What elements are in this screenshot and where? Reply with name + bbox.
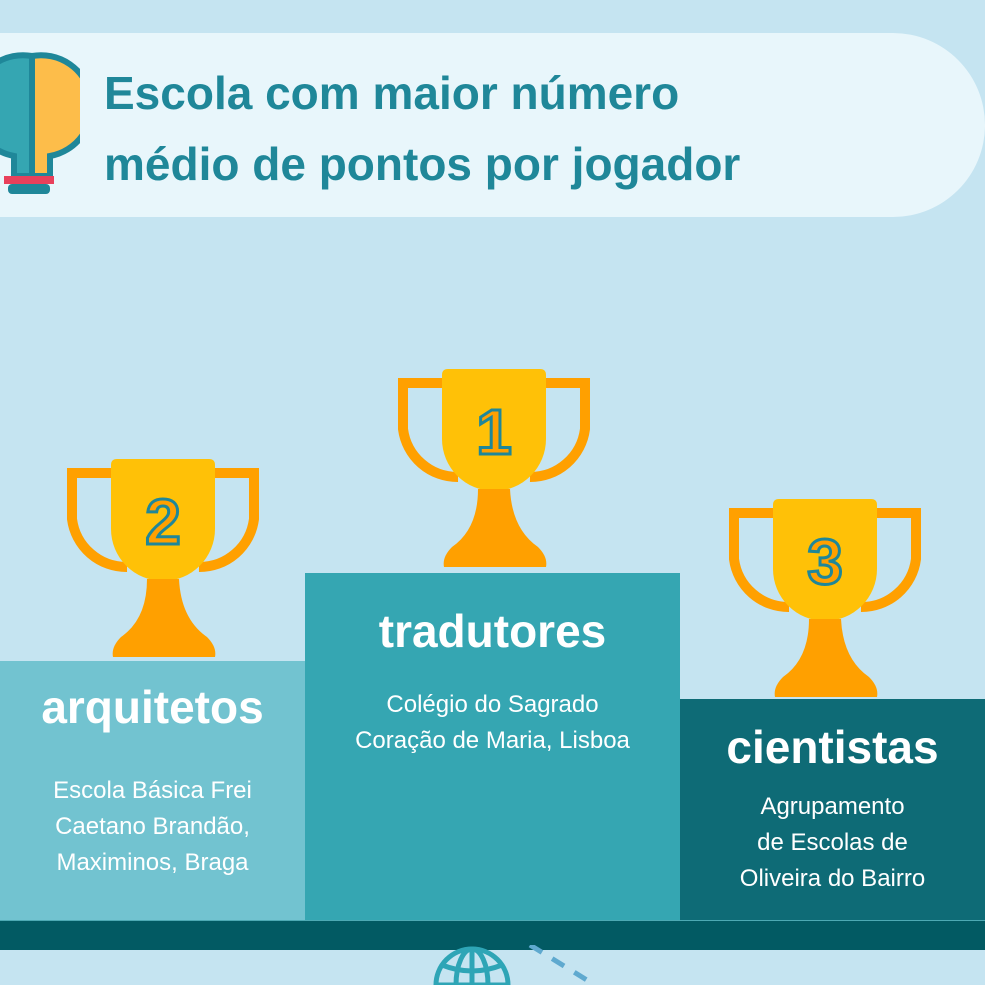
school-line: Escola Básica Frei — [53, 777, 252, 804]
school-line: Maximinos, Braga — [56, 849, 249, 876]
school-line: Oliveira do Bairro — [739, 865, 926, 892]
rank-number: 1 — [476, 396, 512, 468]
podium-base — [0, 920, 985, 950]
school-line: de Escolas de — [757, 829, 908, 856]
team-name: tradutores — [378, 605, 607, 657]
podium-first: tradutores Colégio do Sagrado Coração de… — [305, 573, 680, 920]
trophy-icon-third: 3 — [729, 499, 921, 697]
title-banner — [0, 33, 985, 217]
page-title: Escola com maior número médio de pontos … — [104, 58, 964, 200]
title-line-2: médio de pontos por jogador — [104, 138, 741, 190]
school-line: Agrupamento — [760, 793, 905, 820]
school-line: Coração de Maria, Lisboa — [355, 727, 630, 754]
school-line: Caetano Brandão, — [55, 813, 250, 840]
team-name: cientistas — [726, 721, 939, 773]
lightbulb-icon — [0, 52, 80, 194]
trophy-icon-first: 1 — [398, 369, 590, 567]
school-line: Colégio do Sagrado — [386, 691, 599, 718]
globe-icon — [433, 945, 597, 985]
rank-number: 2 — [145, 486, 181, 558]
podium-third: cientistas Agrupamento de Escolas de Oli… — [680, 699, 985, 920]
trophy-icon-second: 2 — [67, 459, 259, 657]
title-line-1: Escola com maior número — [104, 67, 680, 119]
team-name: arquitetos — [41, 681, 264, 733]
podium-second: arquitetos Escola Básica Frei Caetano Br… — [0, 661, 305, 920]
rank-number: 3 — [807, 526, 843, 598]
